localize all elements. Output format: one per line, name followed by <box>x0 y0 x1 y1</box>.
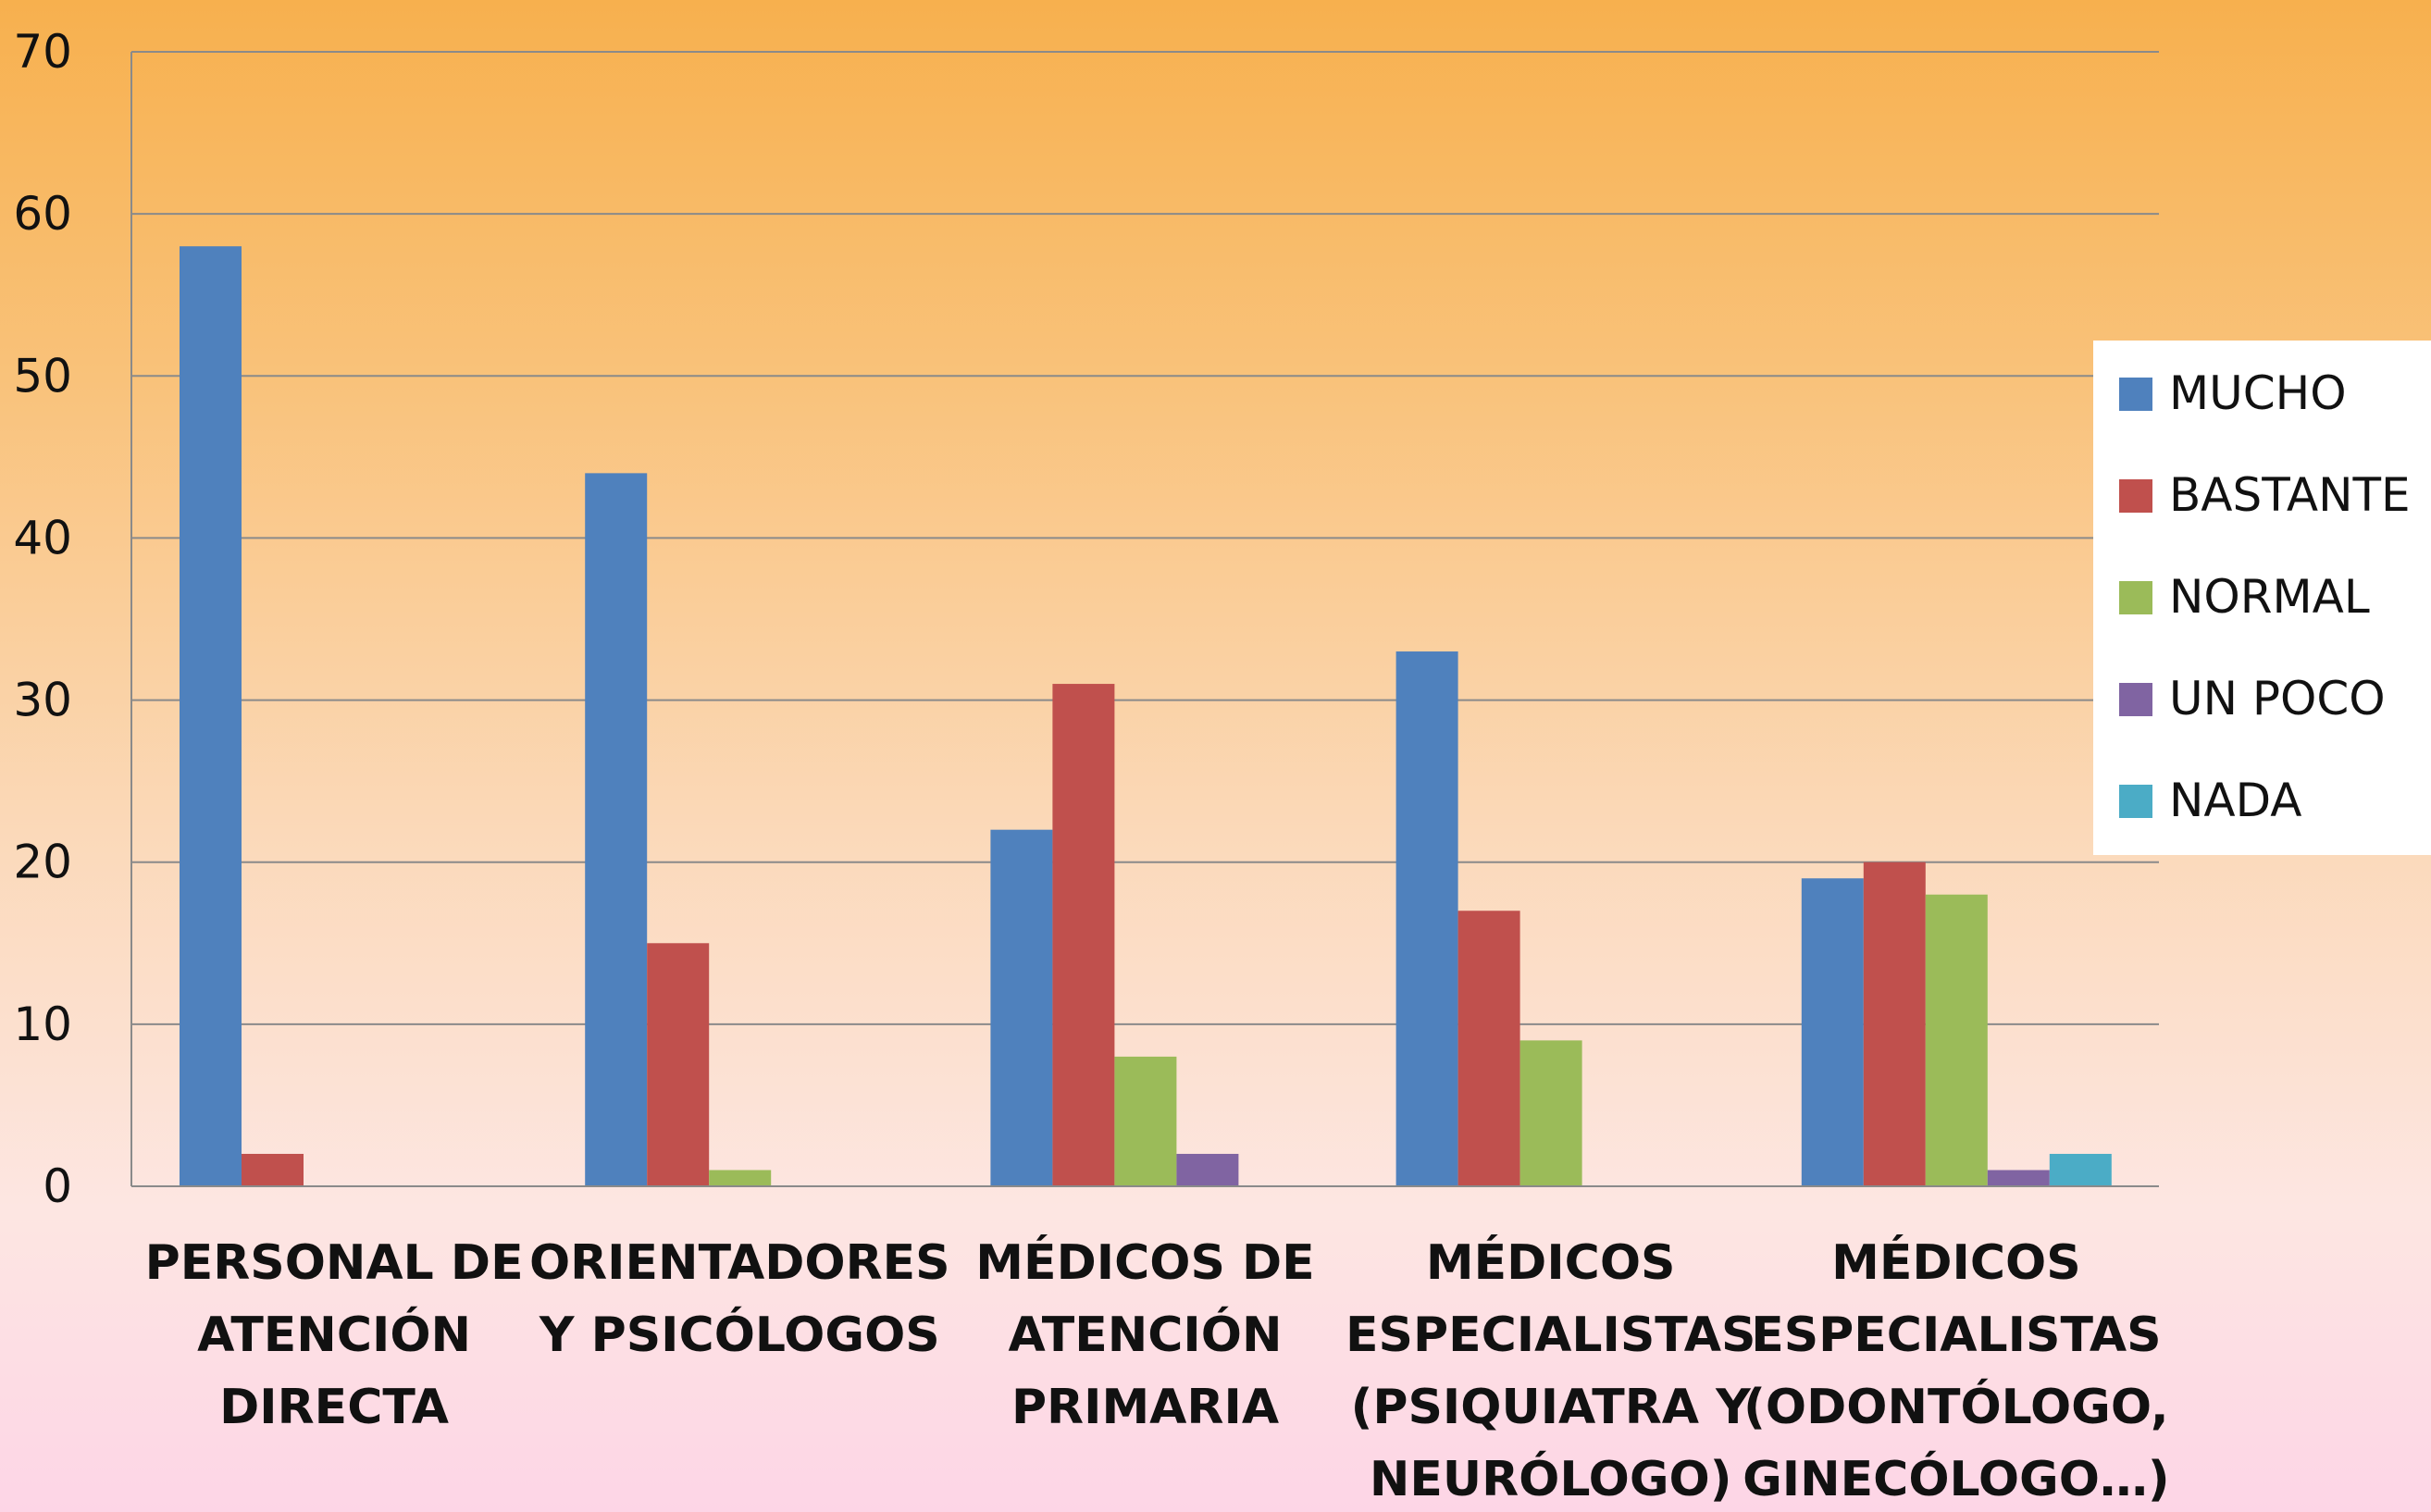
bar-normal <box>1925 894 1988 1186</box>
x-category-label: ESPECIALISTAS <box>1751 1308 2161 1363</box>
x-category-label: GINECÓLOGO…) <box>1743 1450 2170 1507</box>
bar-normal <box>1114 1056 1177 1186</box>
bar-bastante <box>1052 684 1115 1186</box>
y-tick-label: 30 <box>13 674 72 727</box>
y-tick-label: 60 <box>13 187 72 241</box>
bar-mucho <box>180 246 242 1187</box>
y-tick-label: 20 <box>13 836 72 889</box>
x-category-label: (ODONTÓLOGO, <box>1743 1378 2169 1435</box>
x-category-label: PERSONAL DE <box>145 1235 524 1291</box>
x-axis: PERSONAL DE ATENCIÓN DIRECTA ORIENTADORES Y … <box>131 1185 2170 1507</box>
bar-bastante <box>1457 911 1520 1186</box>
x-category-label: MÉDICOS <box>1831 1234 2081 1291</box>
legend-swatch <box>2119 479 2152 513</box>
x-category-label: PRIMARIA <box>1011 1380 1279 1435</box>
x-category-label: (PSIQUIATRA Y <box>1351 1380 1753 1435</box>
y-axis: 0 10 20 30 40 50 60 70 <box>13 25 132 1213</box>
bars <box>180 246 2112 1187</box>
bar-mucho <box>990 829 1053 1186</box>
bar-normal <box>1519 1040 1582 1186</box>
gridlines <box>131 51 2159 1025</box>
bar-bastante <box>1863 861 1926 1186</box>
legend-label: MUCHO <box>2169 366 2347 420</box>
legend-label: NADA <box>2169 774 2301 827</box>
x-category-label: MÉDICOS <box>1426 1234 1676 1291</box>
y-tick-label: 40 <box>13 511 72 564</box>
bar-normal <box>709 1170 772 1186</box>
legend-swatch <box>2119 581 2152 614</box>
x-category-label: ATENCIÓN <box>197 1306 471 1363</box>
legend-label: UN POCO <box>2169 672 2386 725</box>
legend-swatch <box>2119 683 2152 716</box>
bar-un-poco <box>1176 1153 1239 1186</box>
bar-nada <box>2049 1153 2112 1186</box>
x-category-label: ORIENTADORES <box>529 1235 950 1291</box>
bar-bastante <box>647 943 710 1186</box>
x-category-label: ATENCIÓN <box>1009 1306 1283 1363</box>
bar-mucho <box>585 473 648 1186</box>
legend-swatch <box>2119 378 2152 411</box>
legend-swatch <box>2119 785 2152 818</box>
x-category-label: NEURÓLOGO) <box>1370 1450 1732 1507</box>
y-tick-label: 10 <box>13 998 72 1051</box>
legend-label: BASTANTE <box>2169 468 2411 522</box>
x-category-label: Y PSICÓLOGOS <box>539 1306 940 1363</box>
bar-mucho <box>1801 878 1864 1186</box>
x-category-label: DIRECTA <box>219 1380 449 1435</box>
bar-mucho <box>1395 651 1458 1186</box>
x-category-label: ESPECIALISTAS <box>1346 1308 1755 1363</box>
y-tick-label: 0 <box>43 1159 72 1213</box>
bar-bastante <box>242 1153 304 1186</box>
y-tick-label: 50 <box>13 349 72 403</box>
x-category-label: MÉDICOS DE <box>975 1234 1314 1291</box>
legend-label: NORMAL <box>2169 570 2370 624</box>
bar-un-poco <box>1987 1170 2050 1186</box>
y-tick-label: 70 <box>13 25 72 79</box>
legend: MUCHO BASTANTE NORMAL UN POCO NADA <box>2093 341 2431 855</box>
